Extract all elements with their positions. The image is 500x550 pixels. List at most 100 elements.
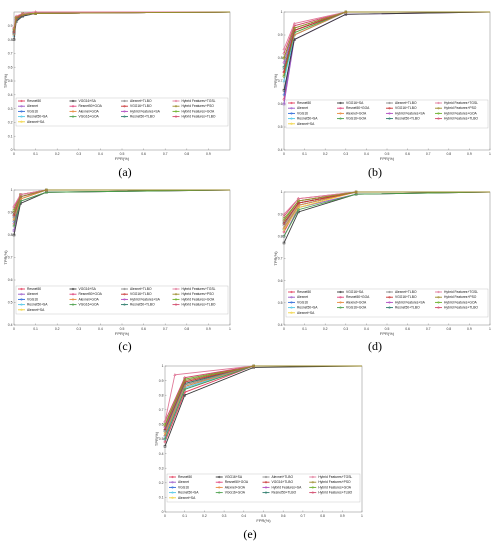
legend-marker — [71, 110, 75, 113]
y-tick-label: 0.5 — [278, 125, 283, 129]
legend-marker — [437, 107, 440, 110]
roc-panel: 0 0.1 0.2 0.3 0.4 0.5 0.6 0.7 0.8 0.9 0 0.1 0.2 0.3 0.… — [3, 10, 231, 161]
legend-entry: VGG16+GOA — [79, 303, 100, 307]
series-line — [13, 11, 231, 31]
legend-marker — [388, 112, 391, 115]
legend-entry: Hybrid Features+PSO — [318, 480, 351, 484]
legend-entry: Hybrid Features+TLBO — [444, 117, 478, 121]
legend-entry: VGG16 — [178, 485, 189, 489]
legend-entry: Hybrid Features+PSO — [444, 106, 477, 110]
y-tick-label: 0.4 — [159, 452, 164, 456]
legend-marker — [174, 298, 178, 301]
legend-marker — [174, 110, 178, 113]
legend-marker — [71, 293, 75, 296]
x-tick-label: 0.2 — [323, 152, 328, 156]
x-tick-label: 0.9 — [467, 327, 472, 331]
legend-marker — [20, 303, 23, 306]
y-tick-label: 0.4 — [278, 148, 283, 152]
x-tick-label: 0.6 — [141, 152, 146, 156]
x-tick-label: 0.5 — [120, 327, 125, 331]
series-line — [283, 191, 490, 222]
legend-entry: VGG16+TLBO — [395, 295, 417, 299]
y-tick-label: 0.1 — [159, 496, 164, 500]
data-point — [12, 215, 16, 219]
data-point — [282, 88, 286, 92]
x-tick-label: 0.2 — [55, 152, 60, 156]
x-tick-label: 0 — [283, 152, 285, 156]
series-line — [164, 365, 362, 427]
y-tick-label: 0.7 — [8, 52, 13, 56]
legend-marker — [218, 481, 221, 484]
series-line — [13, 189, 231, 227]
legend-entry: Alexnet+GOA — [225, 485, 246, 489]
x-tick-label: 0.7 — [163, 152, 168, 156]
legend-marker — [71, 287, 75, 291]
legend-entry: Hybrid Features+TGSL — [444, 101, 478, 105]
legend-marker — [71, 105, 75, 108]
legend-entry: Resnet50+SA — [27, 115, 48, 119]
legend-entry: Resnet50+GOA — [225, 480, 249, 484]
data-point — [163, 432, 167, 436]
legend-entry: VGG16+GOA — [346, 306, 367, 310]
panel-label: (d) — [368, 339, 382, 353]
x-tick-label: 0.3 — [343, 152, 348, 156]
y-tick-label: 0.7 — [278, 257, 283, 261]
legend-marker — [123, 110, 126, 113]
legend-entry: Resnet50+SA — [178, 491, 199, 495]
legend-marker — [339, 101, 342, 105]
legend-marker — [388, 107, 391, 110]
legend-entry: Resnet50+SA — [297, 306, 318, 310]
legend-marker — [339, 301, 342, 304]
legend-marker — [437, 117, 440, 120]
y-tick-label: 0.4 — [8, 323, 13, 327]
x-tick-label: 0.3 — [76, 152, 81, 156]
legend-entry: Alexnet — [178, 480, 189, 484]
legend-marker — [123, 287, 126, 291]
x-tick-label: 0.6 — [141, 327, 146, 331]
legend-entry: VGG16+SA — [346, 101, 364, 105]
legend-marker — [388, 306, 391, 309]
legend-entry: Resnet50+TLBO — [395, 306, 420, 310]
x-tick-label: 0.5 — [385, 327, 390, 331]
x-tick-label: 0.1 — [302, 152, 307, 156]
x-tick-label: 0.2 — [202, 514, 207, 518]
data-point — [12, 29, 16, 33]
legend-entry: VGG16 — [27, 109, 38, 113]
legend-entry: VGG16+TLBO — [395, 106, 417, 110]
x-tick-label: 0.5 — [261, 514, 266, 518]
legend-entry: Hybrid Features+SA — [272, 485, 303, 489]
data-point — [12, 28, 16, 32]
legend-marker — [123, 303, 126, 306]
y-tick-label: 0.3 — [8, 107, 13, 111]
x-tick-label: 0 — [164, 514, 166, 518]
legend-marker — [71, 303, 75, 306]
y-tick-label: 1 — [281, 10, 283, 14]
y-tick-label: 0.4 — [8, 93, 13, 97]
legend-marker — [264, 486, 268, 489]
legend-marker — [290, 306, 293, 309]
data-point — [282, 75, 286, 78]
legend-marker — [264, 481, 268, 484]
legend-entry: Hybrid Features+SA — [395, 300, 426, 304]
legend-entry: Hybrid Features+TLBO — [318, 491, 352, 495]
legend-entry: Alexnet+GOA — [79, 297, 100, 301]
legend-entry: Alexnet+SA — [297, 311, 315, 315]
legend-entry: Resnet50 — [178, 475, 192, 479]
data-point — [45, 188, 48, 192]
x-tick-label: 0.7 — [426, 152, 431, 156]
data-point — [292, 21, 296, 25]
legend-entry: VGG16+GOA — [225, 491, 246, 495]
legend-entry: Hybrid Features+PSO — [182, 104, 215, 108]
y-tick-label: 0.6 — [278, 279, 283, 283]
x-tick-label: 0.8 — [446, 152, 451, 156]
legend-marker — [20, 298, 23, 301]
y-tick-label: 0.8 — [8, 38, 13, 42]
legend-entry: Resnet50+TLBO — [130, 303, 155, 307]
legend-marker — [388, 290, 391, 294]
data-point — [163, 419, 167, 423]
legend-entry: Hybrid Features+GOA — [182, 109, 216, 113]
legend-marker — [264, 475, 268, 479]
legend-marker — [290, 122, 293, 125]
legend-entry: Hybrid Features+TGSL — [182, 99, 216, 103]
x-tick-label: 0.1 — [33, 327, 38, 331]
